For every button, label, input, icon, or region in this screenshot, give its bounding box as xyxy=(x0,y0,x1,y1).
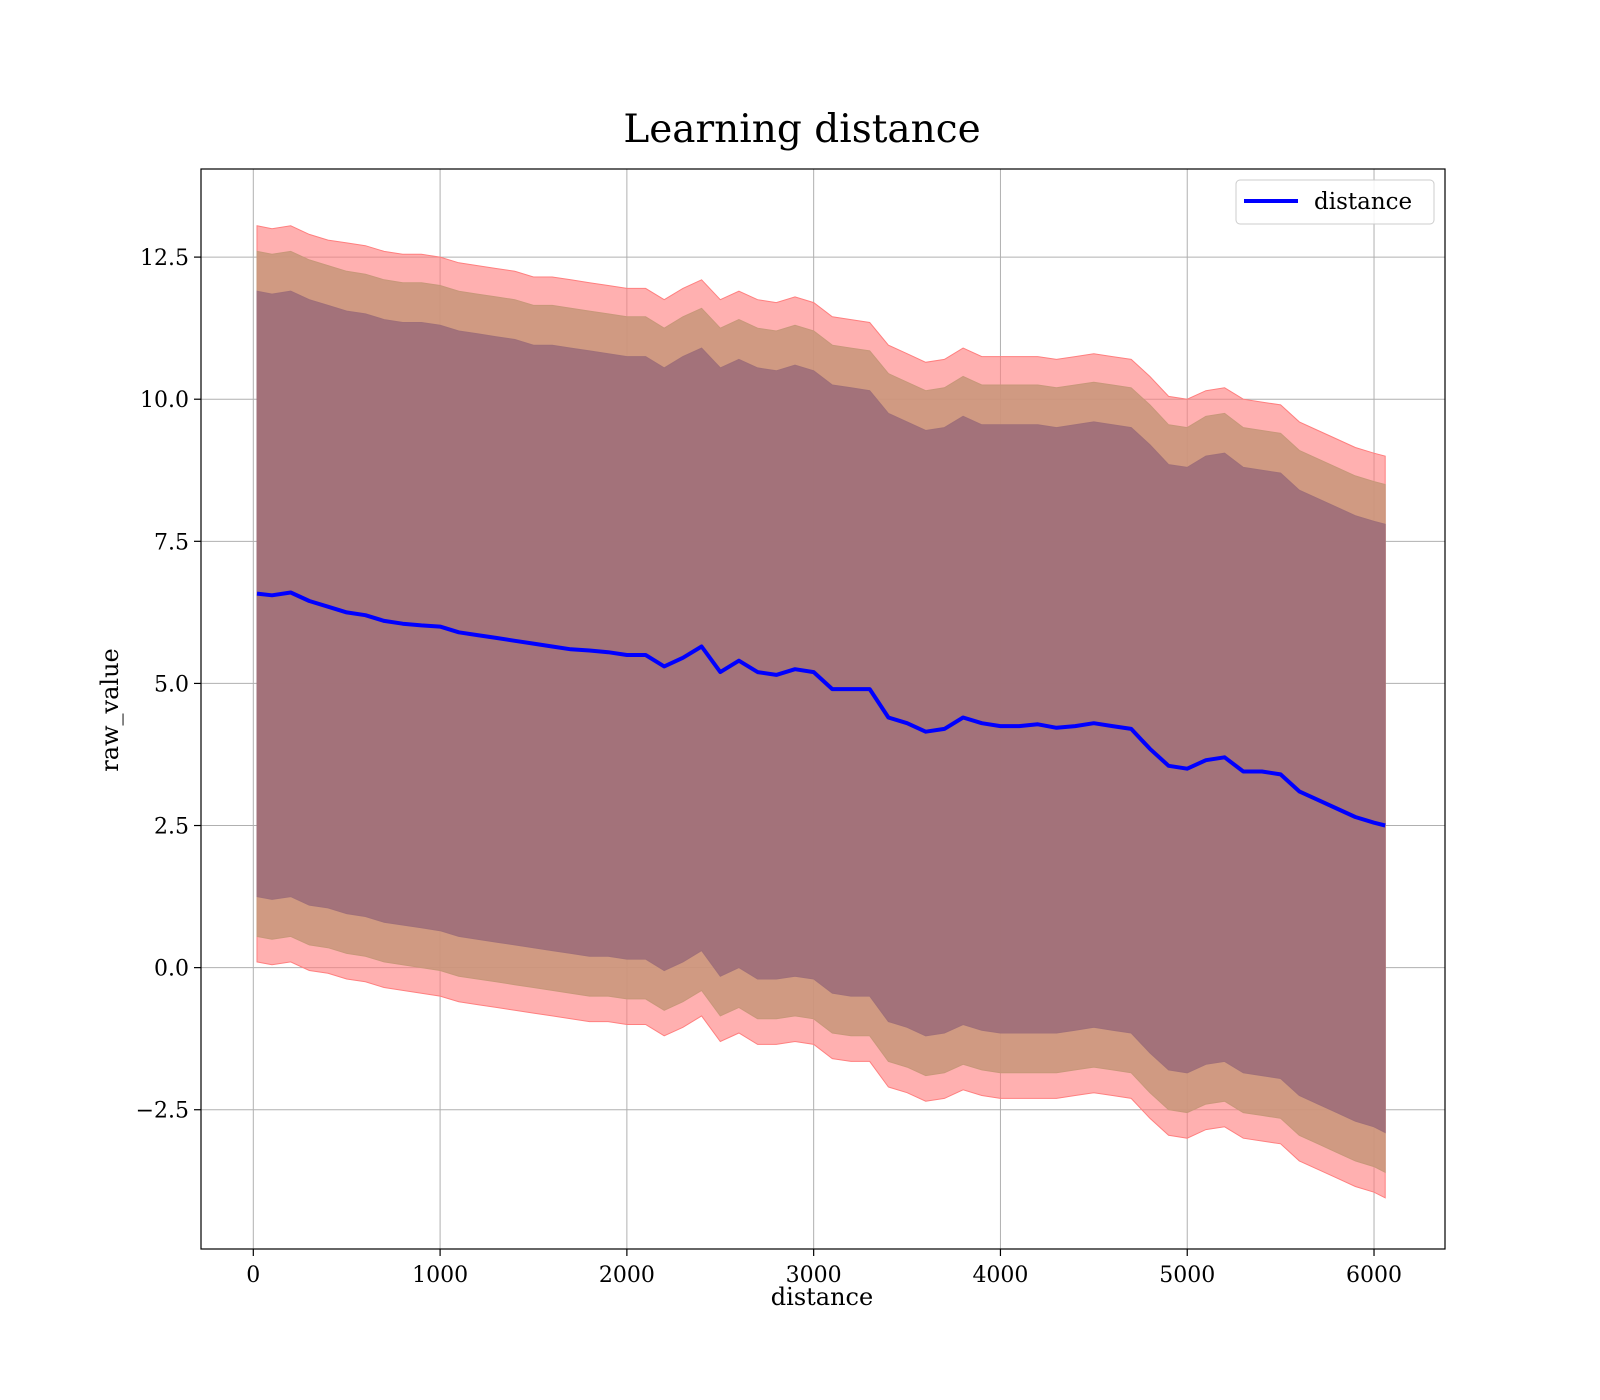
x-axis-label: distance xyxy=(771,1283,873,1311)
legend: distance xyxy=(1235,179,1435,225)
legend-label-distance: distance xyxy=(1314,189,1412,215)
x-tick-label: 6000 xyxy=(1346,1263,1402,1288)
x-tick-label: 1000 xyxy=(412,1263,468,1288)
y-tick-label: 0.0 xyxy=(154,957,189,982)
y-tick-label: 10.0 xyxy=(140,388,189,413)
x-tick-label: 5000 xyxy=(1159,1263,1215,1288)
y-axis-label: raw_value xyxy=(96,648,124,772)
x-tick-label: 0 xyxy=(246,1263,260,1288)
y-tick-label: 5.0 xyxy=(154,672,189,697)
chart-title: Learning distance xyxy=(623,107,980,152)
x-tick-label: 4000 xyxy=(972,1263,1028,1288)
axes-frame xyxy=(200,168,1446,1250)
x-tick-label: 3000 xyxy=(786,1263,842,1288)
y-tick-label: 7.5 xyxy=(154,530,189,555)
series-line-distance xyxy=(256,590,1386,828)
x-tick-label: 2000 xyxy=(599,1263,655,1288)
plot-area: 0 1000 2000 3000 4000 5000 6000 −2.5 0.0 2.5 5.0 7.… xyxy=(136,168,1446,1288)
y-tick-label: 12.5 xyxy=(140,246,189,271)
y-tick-label: 2.5 xyxy=(154,815,189,840)
legend-box xyxy=(1235,179,1435,225)
y-tick-label: −2.5 xyxy=(136,1099,189,1124)
band-2 xyxy=(256,290,1386,1134)
